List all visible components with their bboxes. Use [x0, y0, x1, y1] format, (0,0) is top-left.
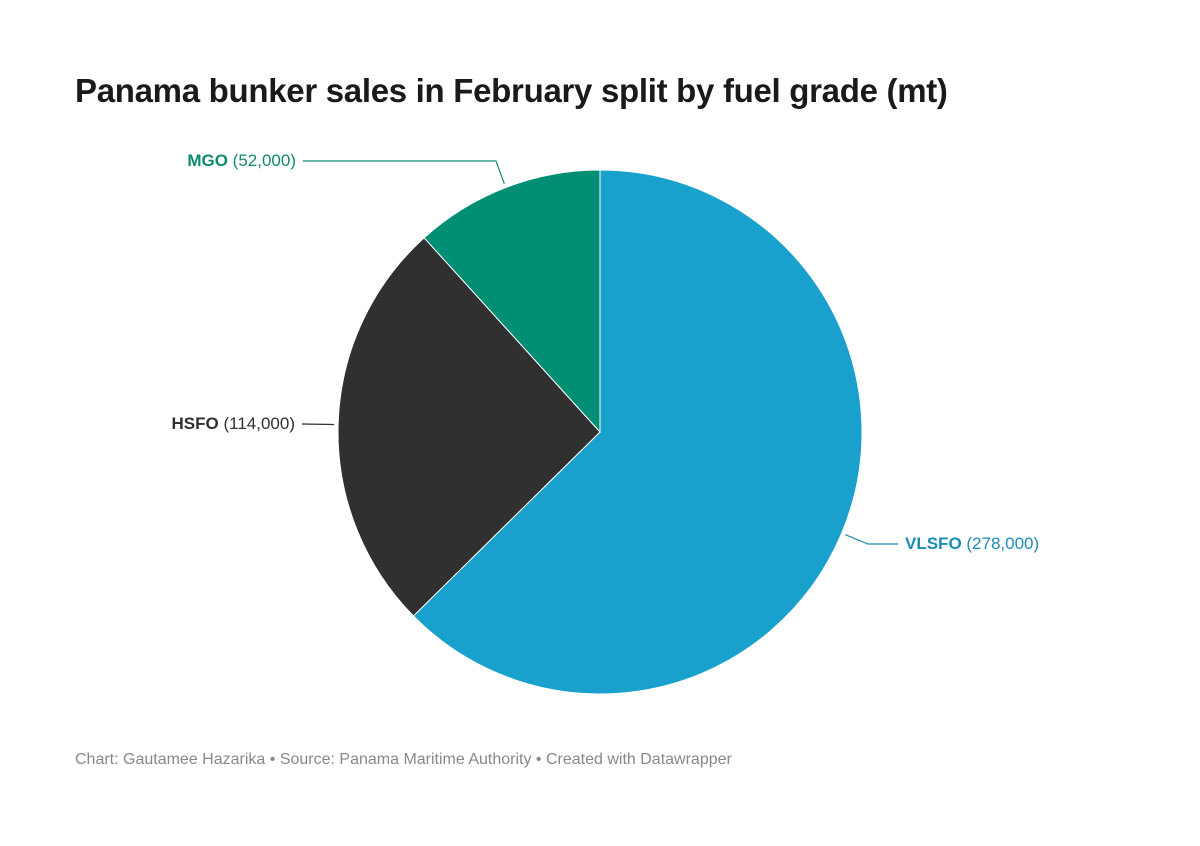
slice-label-name: MGO — [187, 151, 228, 170]
chart-footer: Chart: Gautamee Hazarika • Source: Panam… — [75, 751, 732, 769]
slice-label-name: VLSFO — [905, 534, 962, 553]
pie-slices — [337, 169, 863, 695]
slice-label-value: (52,000) — [228, 151, 296, 170]
footer-source: Source: Panama Maritime Authority — [279, 751, 532, 768]
slice-label-value: (278,000) — [962, 534, 1040, 553]
slice-label-value: (114,000) — [219, 414, 295, 433]
pie-slice-vlsfo — [412, 169, 863, 695]
slice-labels: VLSFO (278,000) HSFO (114,000) MGO (52,000… — [172, 151, 1040, 553]
slice-label-mgo: MGO (52,000) — [187, 151, 296, 170]
leader-line-mgo — [303, 160, 505, 185]
slice-label-hsfo: HSFO (114,000) — [172, 414, 295, 433]
chart-title: Panama bunker sales in February split by… — [75, 72, 948, 109]
footer-credit: Chart: Gautamee Hazarika — [75, 751, 266, 768]
footer-separator: • — [265, 751, 280, 768]
pie-slice-hsfo — [337, 237, 601, 617]
footer-created-with: Created with Datawrapper — [545, 751, 732, 768]
pie-slice-mgo — [423, 169, 601, 434]
footer-separator: • — [531, 751, 546, 768]
slice-label-vlsfo: VLSFO (278,000) — [905, 534, 1039, 553]
slice-label-name: HSFO — [172, 414, 219, 433]
label-leader-lines — [301, 160, 898, 545]
leader-line-vlsfo — [845, 534, 898, 545]
